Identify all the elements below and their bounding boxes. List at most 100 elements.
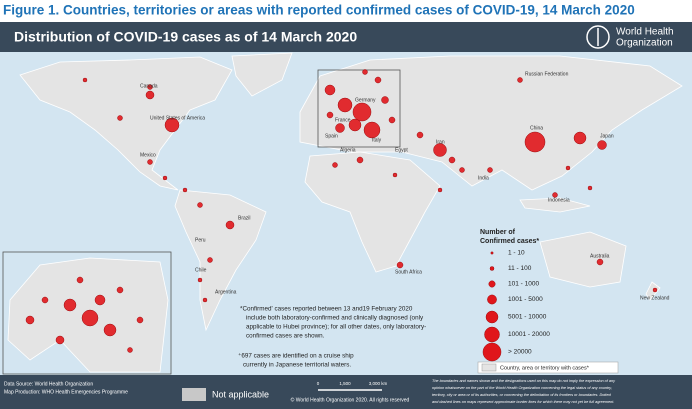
case-bubble <box>94 294 106 306</box>
disclaimer-line: opinion whatsoever on the part of the Wo… <box>432 386 612 390</box>
country-label: Indonesia <box>548 197 570 203</box>
legend-country-swatch <box>481 363 497 372</box>
eurasia <box>299 55 683 191</box>
logo-emblem <box>586 25 610 49</box>
case-bubble <box>116 286 124 294</box>
legend-label: 101 - 1000 <box>508 281 539 288</box>
case-bubble <box>207 257 213 263</box>
case-bubble <box>202 297 208 303</box>
case-bubble <box>596 258 604 266</box>
case-bubble <box>448 156 456 164</box>
case-bubble <box>337 97 353 113</box>
scale-label: 0 <box>317 381 320 386</box>
legend-label: 5001 - 10000 <box>508 314 547 321</box>
footer-band <box>0 375 692 409</box>
case-bubble <box>326 111 334 119</box>
disclaimer-line: The boundaries and names shown and the d… <box>432 379 616 383</box>
legend-label: > 20000 <box>508 349 532 356</box>
case-bubble <box>652 287 658 293</box>
case-bubble <box>433 143 447 157</box>
header-band <box>0 22 692 52</box>
case-bubble <box>362 69 368 75</box>
country-label: Egypt <box>395 147 408 153</box>
case-bubble <box>363 121 381 139</box>
country-label: Peru <box>195 237 206 243</box>
case-bubble <box>162 175 168 181</box>
legend-symbol <box>484 326 500 343</box>
case-bubble <box>197 277 203 283</box>
legend-label: 11 - 100 <box>508 265 532 272</box>
not-applicable-swatch <box>182 388 206 401</box>
africa <box>304 151 441 273</box>
notes: *Confirmed' cases reported between 13 an… <box>238 306 426 369</box>
scale-label: 3,000 km <box>369 381 388 386</box>
footer-source: Map Production: WHO Health Emergencies P… <box>4 389 128 395</box>
legend-symbol <box>489 266 495 271</box>
country-label: Argentina <box>215 289 237 295</box>
case-bubble <box>182 187 188 193</box>
case-bubble <box>356 156 364 164</box>
case-bubble <box>136 316 144 324</box>
disclaimer-line: territory, city or area or of its author… <box>432 393 612 397</box>
case-bubble <box>597 140 607 150</box>
figure-title: Figure 1. Countries, territories or area… <box>3 3 635 18</box>
case-bubble <box>25 315 35 325</box>
case-bubble <box>335 123 345 133</box>
case-bubble <box>82 77 88 83</box>
legend-symbol <box>490 251 494 255</box>
legend-symbol <box>487 294 497 305</box>
country-labels: Canada United States of America Mexico Braz… <box>140 71 670 301</box>
country-label: South Africa <box>395 269 422 275</box>
legend: Number of Confirmed cases* 1 - 10 11 - 10… <box>477 229 619 374</box>
footer-source: Data Source: World Health Organization <box>4 381 93 387</box>
case-bubble <box>416 131 424 139</box>
case-bubble <box>565 165 571 171</box>
case-bubble <box>381 96 389 104</box>
case-bubble <box>63 298 77 312</box>
country-label: Australia <box>590 253 610 259</box>
country-label: Italy <box>372 137 382 143</box>
country-label: New Zealand <box>640 295 670 301</box>
case-bubble <box>517 77 523 83</box>
country-label: Brazil <box>238 215 251 221</box>
legend-title: Number of <box>480 229 516 236</box>
country-label: Mexico <box>140 152 156 158</box>
disclaimer: The boundaries and names shown and the d… <box>432 379 616 404</box>
case-bubble <box>396 261 404 269</box>
case-bubble <box>117 115 123 121</box>
country-label: Germany <box>355 97 376 103</box>
header-title: Distribution of COVID-19 cases as of 14 … <box>14 29 357 45</box>
logo-text: World Health <box>616 27 674 38</box>
greenland <box>231 52 293 97</box>
scale-label: 1,500 <box>339 381 351 386</box>
note-line: applicable to Hubei province); for all o… <box>246 324 426 331</box>
case-bubble <box>348 118 362 132</box>
australia <box>539 231 627 288</box>
country-label: India <box>478 175 489 181</box>
case-bubble <box>392 172 398 178</box>
country-label: Spain <box>325 133 338 139</box>
country-label: Algeria <box>340 147 356 153</box>
case-bubble <box>388 116 396 124</box>
case-bubble <box>197 202 203 208</box>
south-america <box>174 189 267 332</box>
note-line: *Confirmed' cases reported between 13 an… <box>240 306 413 313</box>
country-label: Canada <box>140 83 158 89</box>
case-bubble <box>147 84 153 90</box>
case-bubble <box>76 276 84 284</box>
country-label: China <box>530 125 543 131</box>
legend-items: 1 - 10 11 - 100 101 - 1000 1001 - 5000 5001 … <box>482 250 550 362</box>
note-line: currently in Japanese territorial waters… <box>243 362 351 369</box>
case-bubbles <box>25 69 658 353</box>
case-bubble <box>487 167 493 173</box>
legend-label: 1001 - 5000 <box>508 296 543 303</box>
note-line: include both laboratory-confirmed and cl… <box>246 315 424 322</box>
case-bubble <box>587 185 593 191</box>
case-bubble <box>524 131 546 153</box>
disclaimer-line: and dashed lines on maps represent appro… <box>432 400 614 404</box>
country-label: Russian Federation <box>525 71 569 77</box>
country-label: Iran <box>436 139 445 145</box>
case-bubble <box>225 220 235 230</box>
case-bubble <box>352 102 372 122</box>
